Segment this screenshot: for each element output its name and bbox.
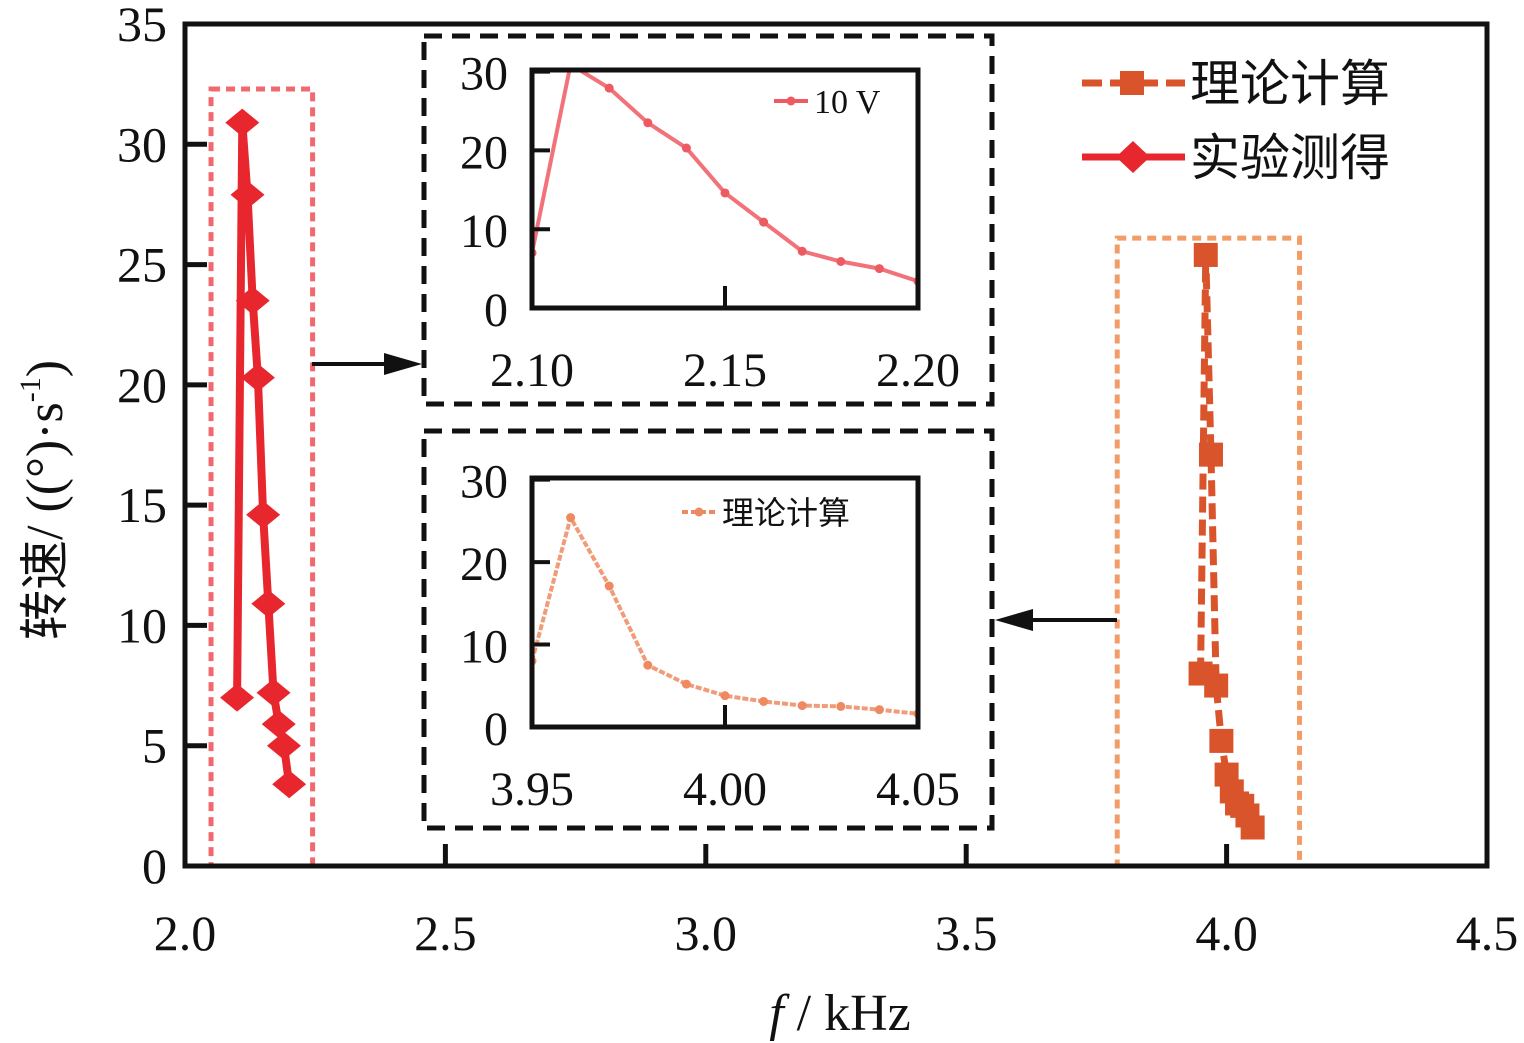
inset-data-point (836, 701, 846, 711)
legend-item: 实验测得 (1082, 129, 1390, 187)
inset-y-tick-label: 20 (460, 126, 508, 179)
inset-x-tick-label: 2.15 (683, 344, 767, 397)
inset-data-point (797, 701, 807, 711)
inset-x-tick-label: 4.00 (683, 763, 767, 816)
data-point-experimental (246, 500, 281, 529)
data-point-experimental (220, 683, 255, 712)
arrowhead-left (995, 609, 1033, 631)
inset-data-point (643, 660, 653, 670)
inset-data-point (759, 217, 769, 227)
arrowhead-right (384, 353, 422, 375)
inset-data-point (836, 257, 846, 267)
insets: 0 10 20 30 2.10 2.15 2.20 10 V 0 10 20 30 3.95 4.00 4.… (421, 33, 995, 831)
inset-series (532, 70, 918, 286)
inset-legend-label: 10 V (814, 84, 881, 121)
data-point-experimental (240, 363, 275, 392)
x-axis-title-unit: / kHz (784, 985, 911, 1042)
inset-data-point (681, 679, 691, 689)
inset-x-tick-label: 2.20 (876, 344, 960, 397)
inset-theoretical: 0 10 20 30 3.95 4.00 4.05 理论计算 (421, 428, 995, 831)
inset-data-point (604, 83, 614, 93)
experimental-region-box (208, 86, 316, 869)
inset-legend-marker (786, 96, 796, 106)
data-point-experimental (256, 678, 291, 707)
x-tick-label: 4.0 (1195, 905, 1258, 961)
inset-series-line (532, 512, 918, 716)
data-point-theoretical (1209, 728, 1234, 753)
y-tick-label: 20 (117, 357, 167, 413)
y-tick-label: 25 (117, 237, 167, 293)
inset-x-tick-label: 3.95 (490, 763, 574, 816)
inset-dashed-border (421, 428, 995, 831)
y-axis-title-name: 转速 (16, 540, 74, 640)
data-point-experimental (230, 180, 265, 209)
inset-data-point (797, 246, 807, 256)
inset-y-tick-label: 30 (460, 48, 508, 101)
inset-x-tick-label: 4.05 (876, 763, 960, 816)
y-tick-label: 15 (117, 477, 167, 533)
data-point-experimental (261, 710, 296, 739)
data-point-experimental (225, 108, 260, 137)
inset-data-point (604, 581, 614, 591)
y-axis-title-unit: / ((°)·s-1) (14, 360, 74, 540)
inset-data-point (643, 118, 653, 128)
data-point-theoretical (1198, 442, 1223, 467)
inset-y-tick-label: 0 (484, 284, 508, 337)
inset-legend-marker (694, 507, 704, 517)
inset-dashed-border (421, 33, 995, 407)
plot-frame (182, 21, 1490, 869)
inset-legend-label: 理论计算 (722, 494, 850, 532)
inset-data-point (681, 143, 691, 153)
inset-y-tick-label: 10 (460, 205, 508, 258)
inset-y-tick-label: 30 (460, 456, 508, 509)
y-tick-label: 5 (142, 718, 167, 774)
y-tick-label: 30 (117, 116, 167, 172)
inset-data-point (720, 188, 730, 198)
inset-data-point (874, 705, 884, 715)
data-point-experimental (251, 589, 286, 618)
legend-label: 实验测得 (1190, 129, 1390, 187)
inset-data-point (566, 513, 576, 523)
legend-label: 理论计算 (1190, 55, 1390, 113)
y-axis-title: 转速 / ((°)·s-1) (14, 360, 74, 640)
x-tick-label: 2.5 (414, 905, 477, 961)
y-tick-label: 10 (117, 597, 167, 653)
inset-data-point (720, 691, 730, 701)
x-tick-label: 4.5 (1456, 905, 1519, 961)
legend-item: 理论计算 (1082, 55, 1390, 113)
svg-text:转速: 转速 (16, 540, 74, 640)
inset-y-tick-label: 20 (460, 538, 508, 591)
data-point-experimental (235, 286, 270, 315)
x-tick-label: 3.5 (935, 905, 998, 961)
legend-marker-diamond (1116, 141, 1150, 173)
x-tick-label: 3.0 (675, 905, 738, 961)
data-point-experimental (266, 731, 301, 760)
main-plot: 2.0 2.5 3.0 3.5 4.0 4.5 0 5 10 15 20 25 30 35 (117, 0, 1518, 961)
data-point-theoretical (1240, 815, 1265, 840)
data-point-experimental (272, 770, 307, 799)
y-tick-label: 0 (142, 838, 167, 894)
legend-marker-square (1120, 71, 1144, 95)
series-line-experimental (233, 118, 294, 785)
x-axis-title: f / kHz (769, 985, 911, 1042)
x-tick-label: 2.0 (154, 905, 217, 961)
inset-data-point (759, 696, 769, 706)
axis-titles: f / kHz 转速 / ((°)·s-1) (14, 360, 911, 1042)
inset-data-point (874, 264, 884, 274)
inset-experimental: 0 10 20 30 2.10 2.15 2.20 10 V (421, 33, 995, 407)
inset-y-tick-label: 0 (484, 703, 508, 756)
y-tick-label: 35 (117, 0, 167, 52)
inset-y-tick-label: 10 (460, 621, 508, 674)
inset-x-tick-label: 2.10 (490, 344, 574, 397)
data-point-theoretical (1193, 242, 1218, 267)
data-point-theoretical (1204, 673, 1229, 698)
